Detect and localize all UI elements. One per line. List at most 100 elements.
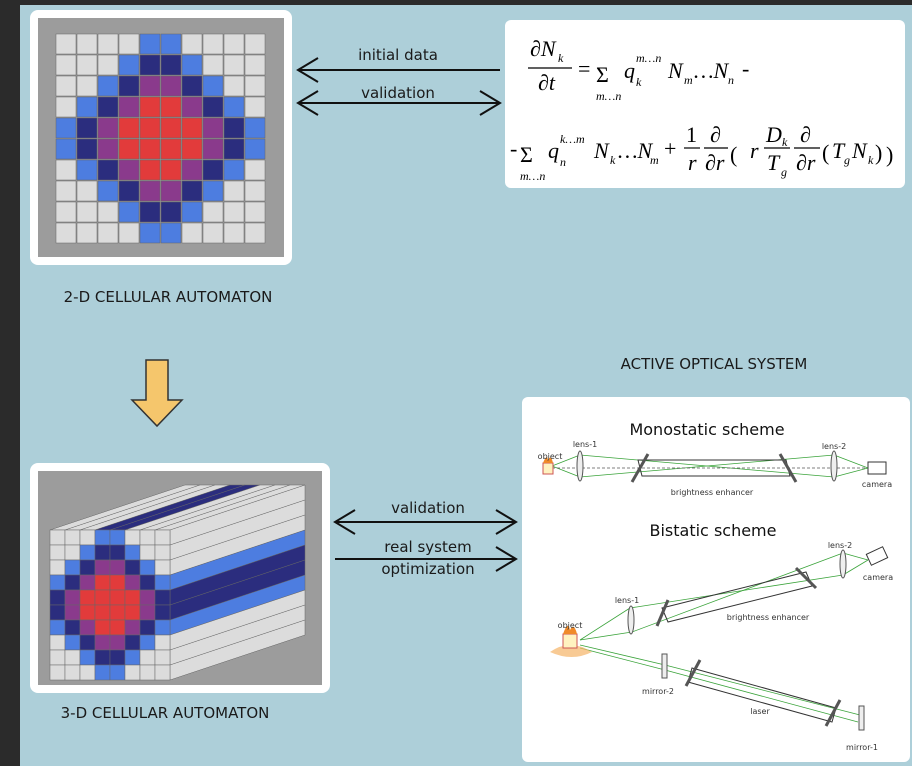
fire bbox=[550, 645, 592, 657]
cell bbox=[223, 75, 245, 97]
cell bbox=[181, 222, 203, 244]
cell bbox=[109, 664, 126, 681]
cell bbox=[55, 33, 77, 55]
cell bbox=[76, 180, 98, 202]
cell bbox=[160, 201, 182, 223]
cell bbox=[97, 180, 119, 202]
cell bbox=[97, 222, 119, 244]
cell bbox=[124, 649, 141, 666]
cell bbox=[55, 96, 77, 118]
cell bbox=[181, 75, 203, 97]
grid-3d bbox=[49, 484, 306, 681]
beam bbox=[842, 559, 869, 576]
cell bbox=[55, 201, 77, 223]
cell bbox=[124, 664, 141, 681]
eq-token: N bbox=[851, 138, 868, 163]
cell bbox=[94, 589, 111, 606]
cell bbox=[109, 544, 126, 561]
cell bbox=[49, 559, 66, 576]
opt-label: laser bbox=[750, 707, 770, 716]
cell bbox=[76, 201, 98, 223]
cell bbox=[118, 159, 140, 181]
equation-box bbox=[505, 20, 905, 188]
cell bbox=[202, 201, 224, 223]
cell bbox=[160, 96, 182, 118]
eq-token: ∂r bbox=[705, 150, 725, 175]
cell bbox=[64, 529, 81, 546]
cell bbox=[139, 634, 156, 651]
cell bbox=[154, 544, 171, 561]
arrow-label: optimization bbox=[381, 560, 474, 578]
cell bbox=[94, 604, 111, 621]
eq-token: ) bbox=[875, 140, 882, 165]
arrow-label: validation bbox=[361, 84, 435, 102]
cell bbox=[154, 604, 171, 621]
eq-token: = bbox=[578, 56, 590, 81]
cell bbox=[139, 96, 161, 118]
object-icon bbox=[562, 633, 578, 649]
plate bbox=[655, 599, 670, 627]
cell bbox=[97, 33, 119, 55]
plate bbox=[794, 566, 818, 590]
cell bbox=[49, 664, 66, 681]
cell bbox=[109, 634, 126, 651]
arrow-head bbox=[333, 509, 356, 535]
caption-3d: 3-D CELLULAR AUTOMATON bbox=[61, 704, 270, 722]
cell bbox=[79, 589, 96, 606]
eq-token: 1 bbox=[686, 122, 697, 147]
cell bbox=[55, 54, 77, 76]
plate bbox=[630, 453, 650, 483]
cell bbox=[79, 559, 96, 576]
plate bbox=[778, 453, 798, 483]
cell bbox=[154, 529, 171, 546]
cell bbox=[118, 222, 140, 244]
cell bbox=[64, 649, 81, 666]
cell bbox=[79, 664, 96, 681]
cell bbox=[202, 96, 224, 118]
arrow-label: initial data bbox=[358, 46, 438, 64]
cell bbox=[64, 559, 81, 576]
cell bbox=[154, 589, 171, 606]
eq-token: m…n bbox=[520, 169, 545, 183]
cell bbox=[118, 117, 140, 139]
eq-token: …N bbox=[694, 58, 730, 83]
eq-token: k bbox=[558, 51, 564, 65]
eq-token: ∂ bbox=[800, 122, 811, 147]
cell bbox=[109, 589, 126, 606]
cell bbox=[76, 138, 98, 160]
cell bbox=[109, 529, 126, 546]
equation: ∂N k ∂t = Σ m…n q m…n k N m …N n - - Σ m… bbox=[510, 36, 893, 183]
flame bbox=[543, 457, 553, 463]
eq-token: k bbox=[610, 153, 616, 167]
beam bbox=[664, 669, 859, 723]
eq-token: D bbox=[765, 122, 782, 147]
eq-token: ( bbox=[730, 142, 737, 167]
opt-label: lens-1 bbox=[615, 596, 639, 605]
cell bbox=[64, 544, 81, 561]
cell bbox=[49, 619, 66, 636]
arrow-head bbox=[495, 509, 518, 535]
cell bbox=[124, 559, 141, 576]
eq-token: ( bbox=[822, 140, 829, 165]
cell bbox=[244, 138, 266, 160]
eq-token: ∂t bbox=[538, 70, 556, 95]
cell bbox=[244, 117, 266, 139]
eq-token: g bbox=[781, 165, 787, 179]
cell bbox=[109, 559, 126, 576]
eq-token: Σ bbox=[520, 142, 533, 167]
cell bbox=[94, 574, 111, 591]
eq-token: k bbox=[782, 135, 788, 149]
cell bbox=[223, 96, 245, 118]
cell bbox=[124, 529, 141, 546]
plate bbox=[684, 659, 702, 687]
beam bbox=[579, 647, 666, 671]
eq-token: k bbox=[868, 153, 874, 167]
cell bbox=[139, 619, 156, 636]
cell bbox=[223, 201, 245, 223]
eq-token: …N bbox=[618, 138, 654, 163]
cell bbox=[139, 222, 161, 244]
eq-token: n bbox=[560, 155, 566, 169]
cell bbox=[79, 634, 96, 651]
cell bbox=[181, 33, 203, 55]
